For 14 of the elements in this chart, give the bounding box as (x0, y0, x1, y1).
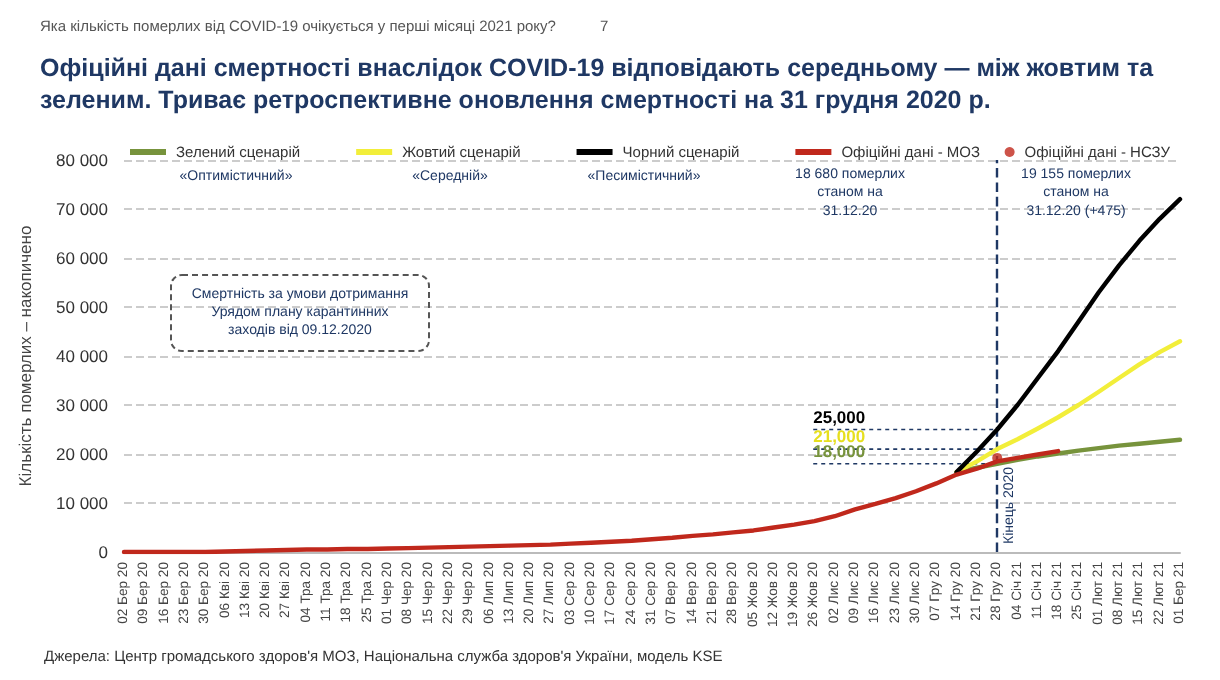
y-tick-label: 70 000 (56, 199, 109, 219)
y-axis-title: Кількість померлих – накопичено (15, 225, 36, 487)
annotation: 21,000 (813, 426, 866, 447)
line-series (121, 448, 1061, 555)
y-tick-label: 0 (98, 542, 109, 562)
y-tick-label: 60 000 (56, 248, 109, 268)
y-tick-label: 30 000 (56, 395, 109, 415)
y-tick-label: 80 000 (56, 150, 109, 170)
annotation: 25,000 (813, 406, 866, 427)
y-tick-label: 50 000 (56, 297, 109, 317)
y-tick-label: 40 000 (56, 346, 109, 366)
y-tick-label: 10 000 (56, 493, 109, 513)
chart-title: Офіційні дані смертності внаслідок COVID-19 відповідають середньому — між жовтим та зеленим. Триває ретроспективне оновлення смертності на 31 грудня 2020 р. (40, 52, 1156, 116)
y-tick-label: 20 000 (56, 444, 109, 464)
